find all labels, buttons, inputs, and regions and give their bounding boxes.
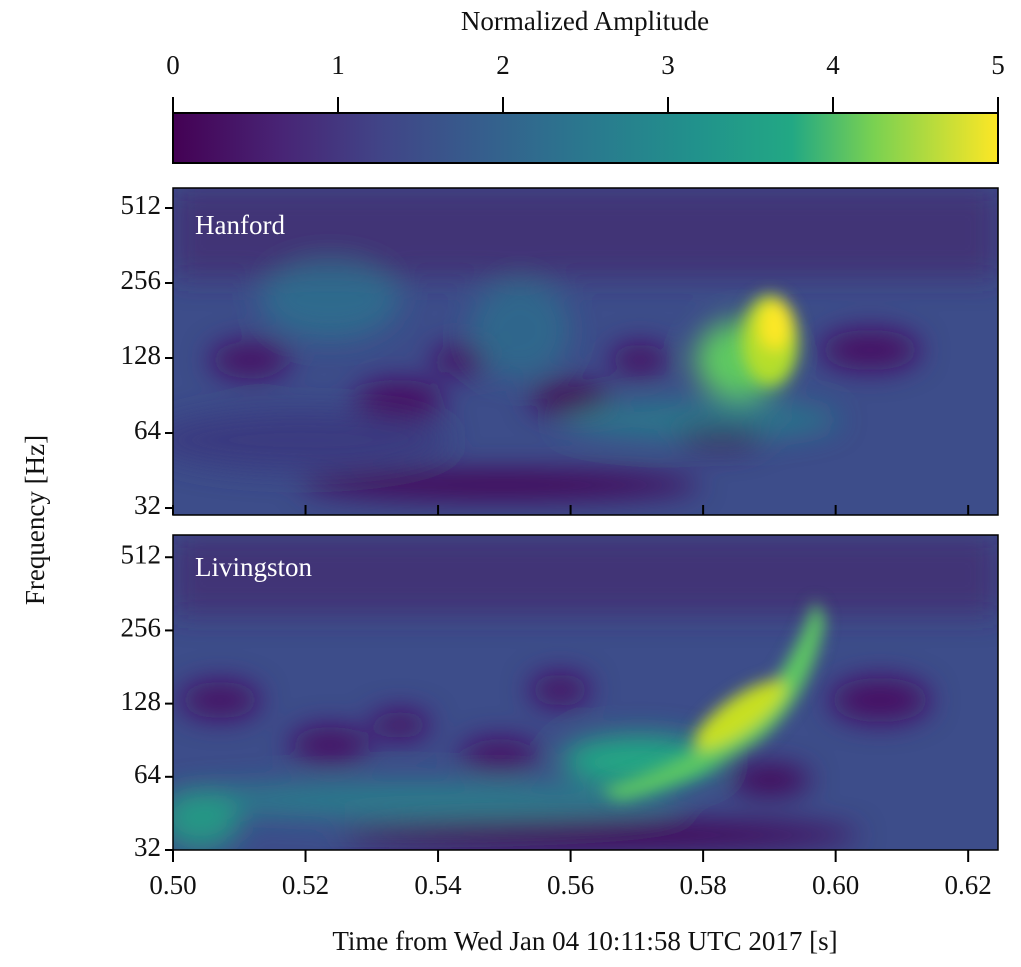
x-tick-label: 0.52 bbox=[282, 870, 329, 900]
colorbar-tick-label: 3 bbox=[661, 50, 675, 80]
colorbar-tick-label: 1 bbox=[331, 50, 345, 80]
colorbar-tick-label: 0 bbox=[166, 50, 180, 80]
y-tick-label: 512 bbox=[121, 190, 162, 220]
colorbar-label: Normalized Amplitude bbox=[461, 6, 709, 36]
y-tick-label: 256 bbox=[121, 265, 162, 295]
panel-frame bbox=[172, 187, 999, 516]
panel-frame bbox=[172, 534, 999, 851]
y-tick-label: 128 bbox=[121, 686, 162, 716]
x-tick-label: 0.58 bbox=[679, 870, 726, 900]
colorbar-tick-label: 5 bbox=[991, 50, 1005, 80]
x-tick-label: 0.60 bbox=[812, 870, 859, 900]
y-tick-label: 128 bbox=[121, 340, 162, 370]
y-tick-label: 32 bbox=[134, 832, 161, 862]
colorbar-tick-label: 4 bbox=[826, 50, 840, 80]
x-tick-label: 0.54 bbox=[414, 870, 462, 900]
colorbar-gradient bbox=[172, 112, 999, 164]
y-axis-label: Frequency [Hz] bbox=[20, 435, 50, 605]
panel-label: Livingston bbox=[195, 552, 313, 582]
y-tick-label: 64 bbox=[134, 759, 162, 789]
y-tick-label: 64 bbox=[134, 415, 162, 445]
colorbar-tick-label: 2 bbox=[496, 50, 510, 80]
y-tick-label: 512 bbox=[121, 539, 162, 569]
x-tick-label: 0.56 bbox=[547, 870, 594, 900]
panel-label: Hanford bbox=[195, 210, 285, 240]
spectrogram-livingston bbox=[173, 535, 998, 850]
y-tick-label: 32 bbox=[134, 490, 161, 520]
x-tick-label: 0.62 bbox=[945, 870, 992, 900]
colorbar: Normalized Amplitude bbox=[172, 6, 999, 164]
x-axis-label: Time from Wed Jan 04 10:11:58 UTC 2017 [… bbox=[332, 926, 837, 956]
x-tick-label: 0.50 bbox=[149, 870, 196, 900]
y-tick-label: 256 bbox=[121, 613, 162, 643]
spectrogram-hanford bbox=[173, 188, 998, 515]
